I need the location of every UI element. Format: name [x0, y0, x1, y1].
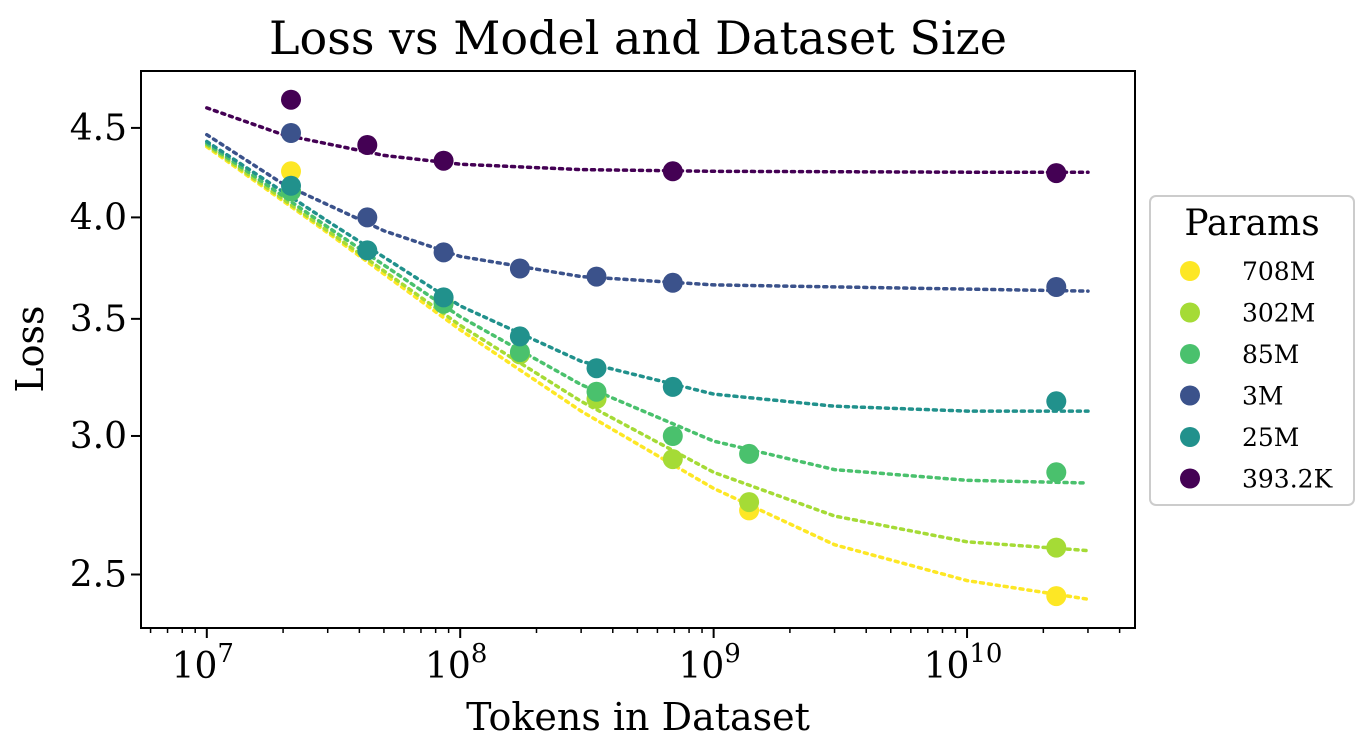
data-point-393.2K: [281, 89, 301, 110]
legend-label-25M: 25M: [1242, 423, 1299, 452]
data-point-25M: [509, 326, 530, 347]
data-point-25M: [1046, 391, 1067, 412]
legend-marker-85M: [1180, 344, 1200, 364]
data-point-393.2K: [1046, 163, 1067, 184]
data-point-302M: [1046, 537, 1067, 558]
data-point-3M: [1046, 277, 1067, 297]
data-point-393.2K: [662, 161, 683, 182]
fit-curve-302M: [205, 143, 1090, 553]
data-point-85M: [662, 426, 683, 446]
y-axis-label: Loss: [8, 305, 52, 392]
data-point-3M: [357, 207, 378, 228]
legend-label-302M: 302M: [1242, 299, 1315, 328]
fit-curve-25M: [205, 139, 1090, 413]
data-point-85M: [1046, 462, 1067, 483]
y-tick-label: 2.5: [70, 554, 127, 595]
fit-curve-708M: [205, 144, 1090, 601]
data-point-85M: [739, 443, 760, 464]
data-point-25M: [433, 287, 454, 308]
legend: Params 708M 302M 85M 3M 25M 393.2K: [1149, 195, 1355, 506]
y-tick-label: 3.0: [70, 416, 127, 457]
fit-curve-3M: [205, 132, 1090, 293]
x-tick-label: 108: [425, 639, 487, 687]
fit-curve-393.2K: [205, 106, 1090, 174]
legend-label-85M: 85M: [1242, 340, 1299, 369]
y-tick-label: 4.0: [70, 197, 127, 238]
data-point-393.2K: [357, 135, 378, 155]
data-point-3M: [509, 258, 530, 279]
data-point-708M: [281, 161, 301, 182]
legend-label-393.2K: 393.2K: [1242, 465, 1334, 494]
fit-curve-85M: [205, 141, 1090, 485]
legend-marker-302M: [1180, 302, 1200, 323]
data-point-25M: [281, 175, 301, 196]
data-point-302M: [739, 492, 760, 513]
legend-marker-3M: [1180, 385, 1200, 406]
x-tick-label: 1010: [924, 639, 1003, 687]
x-axis-label: Tokens in Dataset: [466, 695, 810, 739]
data-point-85M: [586, 381, 607, 402]
legend-marker-708M: [1180, 261, 1200, 281]
plot-frame: [140, 70, 1136, 629]
data-point-302M: [662, 449, 683, 470]
y-tick-label: 3.5: [70, 299, 127, 340]
data-point-85M: [509, 342, 530, 363]
data-point-3M: [281, 123, 301, 143]
legend-marker-393.2K: [1180, 468, 1200, 489]
legend-title: Params: [1184, 203, 1319, 244]
legend-label-708M: 708M: [1242, 257, 1315, 286]
data-point-25M: [357, 240, 378, 261]
legend-label-3M: 3M: [1242, 382, 1284, 411]
data-point-708M: [1046, 586, 1067, 607]
data-point-25M: [662, 376, 683, 397]
data-point-3M: [662, 272, 683, 293]
data-point-393.2K: [433, 150, 454, 171]
legend-marker-25M: [1180, 427, 1200, 447]
x-tick-label: 109: [678, 639, 740, 687]
x-tick-label: 107: [172, 639, 234, 687]
y-tick-label: 4.5: [70, 108, 127, 149]
data-point-25M: [586, 358, 607, 379]
data-point-3M: [586, 266, 607, 287]
chart-title: Loss vs Model and Dataset Size: [269, 11, 1007, 65]
legend-box: [1149, 195, 1355, 506]
data-point-3M: [433, 242, 454, 263]
